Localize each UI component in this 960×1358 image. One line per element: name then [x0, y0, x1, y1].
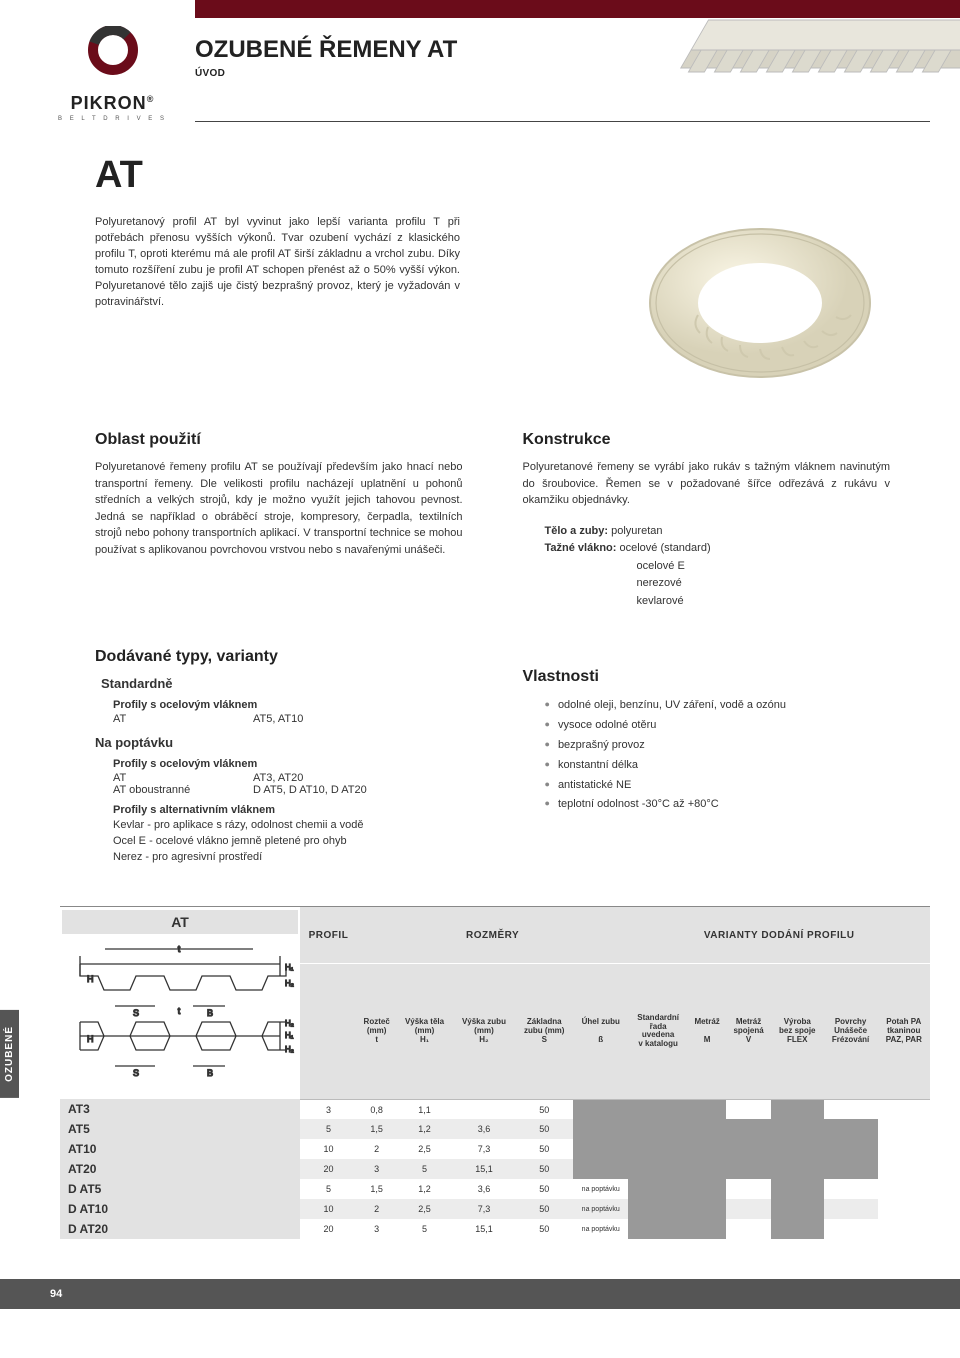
- svg-text:H₂: H₂: [285, 979, 294, 988]
- table-row: AT20203515,150: [60, 1159, 930, 1179]
- main-heading: AT: [95, 154, 890, 197]
- vlast-item: bezprašný provoz: [545, 736, 891, 756]
- belt-illustration: [660, 0, 960, 90]
- logo-brand: PIKRON®: [30, 93, 195, 114]
- vlast-item: odolné oleji, benzínu, UV záření, vodě a…: [545, 696, 891, 716]
- types-std-sub: Profily s ocelovým vláknem: [113, 699, 463, 711]
- table-row: D AT101022,57,350na poptávku: [60, 1199, 930, 1219]
- table-row: D AT20203515,150na poptávku: [60, 1219, 930, 1239]
- oblast-text: Polyuretanové řemeny profilu AT se použí…: [95, 459, 463, 558]
- table-col-header: Potah PAtkaninouPAZ, PAR: [878, 964, 930, 1100]
- table-col-header: Výška těla(mm)H₁: [396, 964, 452, 1100]
- konstrukce-title: Konstrukce: [523, 431, 891, 449]
- types-row: ATAT5, AT10: [113, 713, 463, 725]
- page-footer: 94: [0, 1279, 960, 1309]
- vlast-item: vysoce odolné otěru: [545, 716, 891, 736]
- table-row: AT330,81,150: [60, 1099, 930, 1119]
- vlast-list: odolné oleji, benzínu, UV záření, vodě a…: [523, 696, 891, 815]
- svg-text:H: H: [87, 974, 94, 984]
- svg-text:H₂: H₂: [285, 1045, 294, 1054]
- types-std-heading: Standardně: [101, 676, 463, 691]
- profile-diagram: t H H₁ H₂ S B t H H₂: [65, 934, 295, 1094]
- table-grp-varianty: VARIANTY DODÁNÍ PROFILU: [628, 907, 930, 963]
- product-image: [500, 215, 890, 385]
- konstrukce-text: Polyuretanové řemeny se vyrábí jako ruká…: [523, 459, 891, 509]
- table-corner: AT: [62, 910, 298, 934]
- types-alt-line: Kevlar - pro aplikace s rázy, odolnost c…: [113, 818, 463, 834]
- konstrukce-specs: Tělo a zuby: polyuretan Tažné vlákno: oc…: [523, 523, 891, 611]
- oblast-title: Oblast použití: [95, 431, 463, 449]
- types-title: Dodávané typy, varianty: [95, 648, 463, 666]
- table-col-header: Výška zubu(mm)H₂: [453, 964, 516, 1100]
- table-col-header: Základnazubu (mm)S: [515, 964, 573, 1100]
- types-req-sub2: Profily s alternativním vláknem: [113, 804, 463, 816]
- vlast-item: konstantní délka: [545, 756, 891, 776]
- table-col-header: Rozteč(mm)t: [357, 964, 396, 1100]
- logo-tagline: B E L T D R I V E S: [30, 116, 195, 122]
- spec-table: AT t H H₁ H₂ S B: [60, 907, 930, 1239]
- table-row: D AT551,51,23,650na poptávku: [60, 1179, 930, 1199]
- svg-text:S: S: [133, 1068, 139, 1078]
- table-col-header: Úhel zubuß: [573, 964, 628, 1100]
- table-grp-profil: PROFIL: [300, 907, 357, 963]
- page-number: 94: [50, 1288, 62, 1300]
- table-row: AT551,51,23,650: [60, 1119, 930, 1139]
- svg-text:t: t: [178, 1006, 181, 1016]
- svg-text:B: B: [207, 1068, 213, 1078]
- types-req-heading: Na poptávku: [95, 735, 463, 750]
- svg-text:H₁: H₁: [285, 1031, 294, 1040]
- table-row: AT101022,57,350: [60, 1139, 930, 1159]
- table-col-header: MetrážM: [688, 964, 726, 1100]
- table-grp-rozmery: ROZMĚRY: [357, 907, 628, 963]
- types-alt-line: Nerez - pro agresivní prostředí: [113, 850, 463, 866]
- side-tab: OZUBENÉ: [0, 1010, 19, 1098]
- table-col-header: PovrchyUnášečeFrézování: [824, 964, 878, 1100]
- intro-paragraph: Polyuretanový profil AT byl vyvinut jako…: [95, 215, 460, 385]
- types-req-sub1: Profily s ocelovým vláknem: [113, 758, 463, 770]
- svg-text:H₁: H₁: [285, 963, 294, 972]
- svg-text:H₂: H₂: [285, 1019, 294, 1028]
- svg-text:B: B: [207, 1008, 213, 1018]
- svg-text:H: H: [87, 1034, 94, 1044]
- table-col-header: Standardnířadauvedenav katalogu: [628, 964, 688, 1100]
- types-row: ATAT3, AT20: [113, 772, 463, 784]
- logo: PIKRON® B E L T D R I V E S: [0, 18, 195, 122]
- types-alt-line: Ocel E - ocelové vlákno jemně pletené pr…: [113, 834, 463, 850]
- vlast-title: Vlastnosti: [523, 668, 891, 686]
- svg-text:S: S: [133, 1008, 139, 1018]
- vlast-item: antistatické NE: [545, 776, 891, 796]
- table-col-header: MetrážspojenáV: [726, 964, 771, 1100]
- types-row: AT oboustrannéD AT5, D AT10, D AT20: [113, 784, 463, 796]
- vlast-item: teplotní odolnost -30°C až +80°C: [545, 795, 891, 815]
- logo-icon: [30, 26, 195, 89]
- table-col-header: Výrobabez spojeFLEX: [771, 964, 824, 1100]
